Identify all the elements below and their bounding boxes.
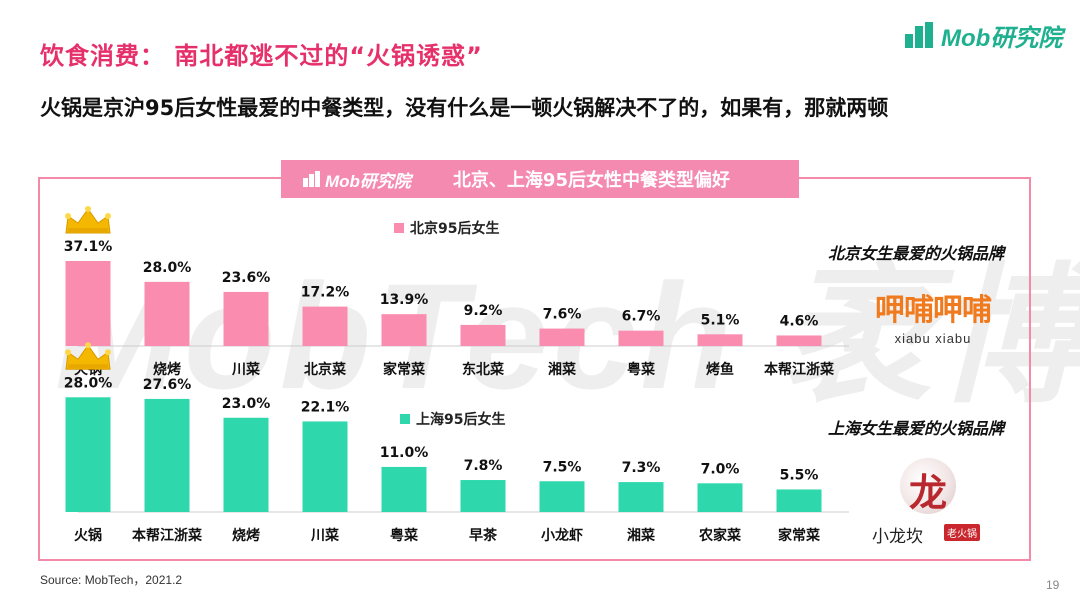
page-number: 19: [1046, 578, 1060, 592]
xiabu-logo: 呷哺呷哺 xiabu xiabu: [873, 285, 993, 346]
bar: [460, 480, 506, 512]
category-label: 小龙虾: [541, 527, 583, 544]
bar: [539, 481, 585, 512]
bar: [381, 314, 427, 346]
category-label: 东北菜: [462, 361, 505, 378]
source-note: Source: MobTech，2021.2: [40, 573, 183, 587]
bar: [302, 306, 348, 346]
data-label: 4.6%: [780, 313, 819, 329]
data-label: 37.1%: [64, 239, 113, 255]
chart-title: 北京、上海95后女性中餐类型偏好: [452, 170, 730, 191]
data-label: 13.9%: [380, 292, 429, 308]
category-label: 农家菜: [698, 527, 742, 544]
data-label: 7.6%: [543, 307, 582, 323]
data-label: 28.0%: [143, 260, 192, 276]
bar: [223, 291, 269, 346]
shanghai-brand-label: 上海女生最爱的火锅品牌: [828, 419, 1005, 438]
bar: [65, 261, 111, 346]
legend-swatch: [400, 414, 410, 424]
data-label: 23.6%: [222, 270, 271, 286]
page-title: 饮食消费： 南北都逃不过的“火锅诱惑”: [40, 42, 483, 70]
data-label: 22.1%: [301, 399, 350, 415]
category-label: 家常菜: [383, 361, 426, 378]
category-label: 粤菜: [390, 527, 419, 544]
banner-logo-text: Mob研究院: [325, 171, 411, 191]
category-label: 川菜: [231, 361, 261, 378]
bar: [697, 334, 743, 346]
data-label: 5.1%: [701, 312, 740, 328]
page-subtitle: 火锅是京沪95后女性最爱的中餐类型，没有什么是一顿火锅解决不了的，如果有，那就两…: [40, 96, 889, 120]
bar: [302, 421, 348, 512]
bar: [381, 466, 427, 512]
data-label: 28.0%: [64, 375, 113, 391]
mob-logo-text: Mob研究院: [941, 24, 1063, 52]
chart-banner: Mob研究院 北京、上海95后女性中餐类型偏好: [281, 160, 799, 198]
bar: [618, 330, 664, 346]
data-label: 11.0%: [380, 445, 429, 461]
category-label: 北京菜: [304, 361, 347, 378]
crown-icon: [65, 206, 111, 234]
legend-swatch: [394, 223, 404, 233]
xiabu-logo-name-en: xiabu xiabu: [894, 331, 972, 346]
category-label: 川菜: [310, 527, 340, 544]
mob-logo: Mob研究院: [905, 20, 1063, 52]
category-label: 烧烤: [153, 361, 181, 378]
data-label: 7.8%: [464, 458, 503, 474]
bar: [776, 489, 822, 512]
xiabu-logo-name: 呷哺呷哺: [875, 293, 992, 328]
data-label: 5.5%: [780, 467, 819, 483]
category-label: 火锅: [74, 528, 102, 544]
category-label: 湘菜: [627, 527, 656, 544]
banner-logo: Mob研究院: [303, 167, 411, 192]
category-label: 本帮江浙菜: [132, 527, 203, 544]
category-label: 早茶: [469, 527, 498, 544]
data-label: 27.6%: [143, 377, 192, 393]
data-label: 7.0%: [701, 461, 740, 477]
category-label: 烤鱼: [706, 361, 734, 378]
banner-logo-icon: [303, 171, 321, 187]
bar: [65, 397, 111, 512]
data-label: 23.0%: [222, 396, 271, 412]
xiaolongkan-emblem: [900, 458, 956, 514]
bar: [144, 398, 190, 512]
legend-label: 上海95后女生: [416, 411, 505, 428]
data-label: 17.2%: [301, 285, 350, 301]
category-label: 粤菜: [627, 361, 656, 378]
category-label: 家常菜: [778, 527, 821, 544]
data-label: 6.7%: [622, 309, 661, 325]
bar: [697, 483, 743, 512]
bar: [460, 324, 506, 346]
mob-logo-icon: [905, 22, 935, 48]
data-label: 9.2%: [464, 303, 503, 319]
category-label: 本帮江浙菜: [764, 361, 835, 378]
xiaolongkan-tag: 老火锅: [944, 524, 980, 541]
beijing-brand-label: 北京女生最爱的火锅品牌: [828, 244, 1005, 263]
bar: [776, 335, 822, 346]
bar: [539, 328, 585, 346]
data-label: 7.5%: [543, 459, 582, 475]
bar: [618, 482, 664, 512]
bar: [223, 417, 269, 512]
bar: [144, 281, 190, 346]
crown-icon: [65, 342, 111, 370]
category-label: 烧烤: [232, 527, 260, 544]
xiaolongkan-name: 小龙坎: [872, 527, 923, 547]
legend-label: 北京95后女生: [410, 220, 499, 237]
category-label: 湘菜: [548, 361, 577, 378]
data-label: 7.3%: [622, 460, 661, 476]
xiaolongkan-emblem-char: 龙: [908, 470, 947, 515]
